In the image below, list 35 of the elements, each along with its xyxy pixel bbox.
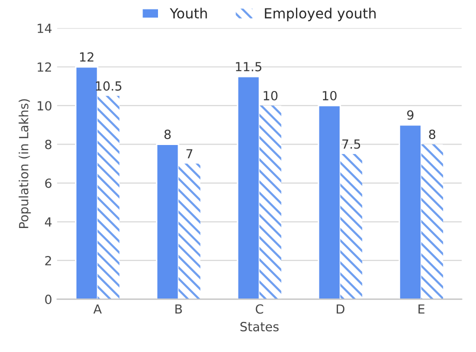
x-tick-label: B <box>175 304 182 314</box>
x-tick-label: D <box>336 304 344 314</box>
data-label: 11.5 <box>236 62 262 72</box>
y-axis-title: Population (in Lakhs) <box>18 99 31 228</box>
y-tick-label: 12 <box>38 62 52 72</box>
bar <box>98 96 120 300</box>
y-tick-label: 2 <box>45 256 52 266</box>
data-label: 7 <box>186 149 192 158</box>
y-tick-label: 10 <box>38 101 52 111</box>
bar <box>421 144 444 300</box>
data-label: 8 <box>164 130 171 140</box>
y-tick-label: 6 <box>45 178 52 188</box>
x-tick-label: A <box>93 304 102 314</box>
legend-label: Youth <box>170 8 207 19</box>
x-tick-label: C <box>256 304 264 314</box>
x-tick-label: E <box>418 304 424 314</box>
legend-label: Employed youth <box>264 8 376 22</box>
y-tick-label: 0 <box>45 294 52 304</box>
bar <box>318 104 342 300</box>
bar <box>156 144 180 300</box>
data-label: 9 <box>407 110 414 120</box>
bar <box>340 154 362 300</box>
bar <box>259 106 282 300</box>
data-label: 8 <box>429 130 436 140</box>
data-label: 10 <box>322 90 337 100</box>
bar <box>178 164 200 300</box>
y-tick-label: 14 <box>38 24 52 33</box>
bar <box>398 124 422 300</box>
data-label: 7.5 <box>342 140 360 149</box>
data-label: 12 <box>80 52 94 62</box>
y-tick-label: 4 <box>44 217 52 227</box>
y-tick-label: 8 <box>45 140 52 150</box>
x-axis-title: States <box>240 322 279 332</box>
data-label: 10 <box>264 90 278 100</box>
bar <box>236 76 260 300</box>
